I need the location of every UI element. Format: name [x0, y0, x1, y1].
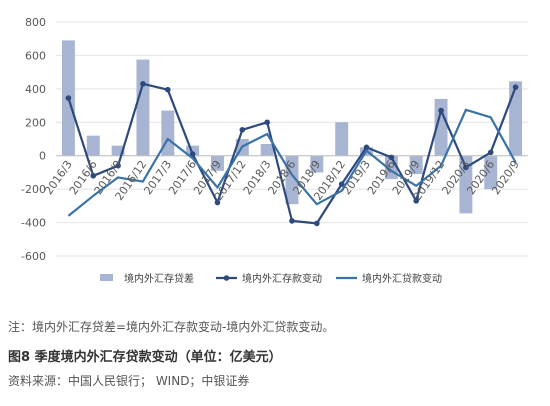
- data-point: [487, 149, 494, 156]
- bar: [111, 145, 125, 156]
- data-point: [65, 95, 72, 101]
- bar: [434, 98, 448, 156]
- bar: [459, 155, 473, 214]
- y-tick-label: -600: [21, 250, 46, 263]
- bar: [260, 144, 274, 156]
- y-tick-label: 600: [25, 49, 46, 62]
- legend: 境内外汇存贷差 境内外汇存款变动 境内外汇贷款变动: [100, 272, 442, 285]
- y-tick-label: -200: [21, 183, 46, 196]
- bar: [161, 110, 175, 156]
- y-tick-label: 400: [25, 83, 46, 96]
- y-tick-label: 800: [25, 16, 46, 29]
- bar: [409, 155, 423, 175]
- data-point: [115, 162, 121, 169]
- data-point: [140, 81, 146, 87]
- data-point: [438, 107, 444, 114]
- data-point: [164, 86, 171, 93]
- y-tick-label: 200: [25, 116, 46, 129]
- x-axis-labels: 2016/32016/62016/92016/122017/32017/6201…: [42, 158, 522, 203]
- bar: [136, 59, 150, 156]
- legend-label: 境内外汇存贷差: [124, 272, 194, 285]
- data-source: 资料来源：中国人民银行； WIND；中银证券: [8, 374, 250, 388]
- figure-title: 图8 季度境内外汇存贷款变动（单位：亿美元）: [8, 350, 282, 365]
- data-point: [413, 198, 420, 204]
- legend-swatch: [100, 274, 113, 281]
- data-point: [314, 220, 320, 227]
- bar: [509, 81, 523, 156]
- bar: [211, 155, 224, 171]
- data-point: [90, 172, 97, 179]
- data-point: [289, 218, 295, 224]
- chart-area: -600 -400 -200 0 200 400 600 800 2016/32016/620…: [21, 16, 528, 285]
- legend-label: 境内外汇贷款变动: [362, 272, 442, 285]
- data-point: [239, 127, 246, 133]
- data-point: [388, 154, 395, 161]
- bar: [86, 135, 100, 156]
- chart-note: 注：境内外汇存贷差=境内外汇存款变动-境内外汇贷款变动。: [8, 320, 335, 334]
- line-series: [65, 81, 519, 227]
- data-point: [264, 119, 270, 126]
- data-point: [189, 151, 196, 157]
- y-axis: -600 -400 -200 0 200 400 600 800: [21, 16, 46, 263]
- y-tick-label: 0: [39, 150, 46, 163]
- legend-label: 境内外汇存款变动: [242, 272, 322, 285]
- legend-marker: [223, 275, 230, 281]
- bar: [484, 155, 498, 190]
- bar: [186, 145, 200, 156]
- series-line: [67, 108, 517, 217]
- data-point: [463, 164, 469, 171]
- data-point: [363, 144, 370, 151]
- data-point: [512, 84, 519, 90]
- y-tick-label: -400: [21, 217, 46, 230]
- bar: [310, 155, 324, 173]
- bar-series: [61, 40, 523, 214]
- data-point: [214, 199, 221, 206]
- data-point: [338, 181, 345, 187]
- bar: [335, 122, 349, 156]
